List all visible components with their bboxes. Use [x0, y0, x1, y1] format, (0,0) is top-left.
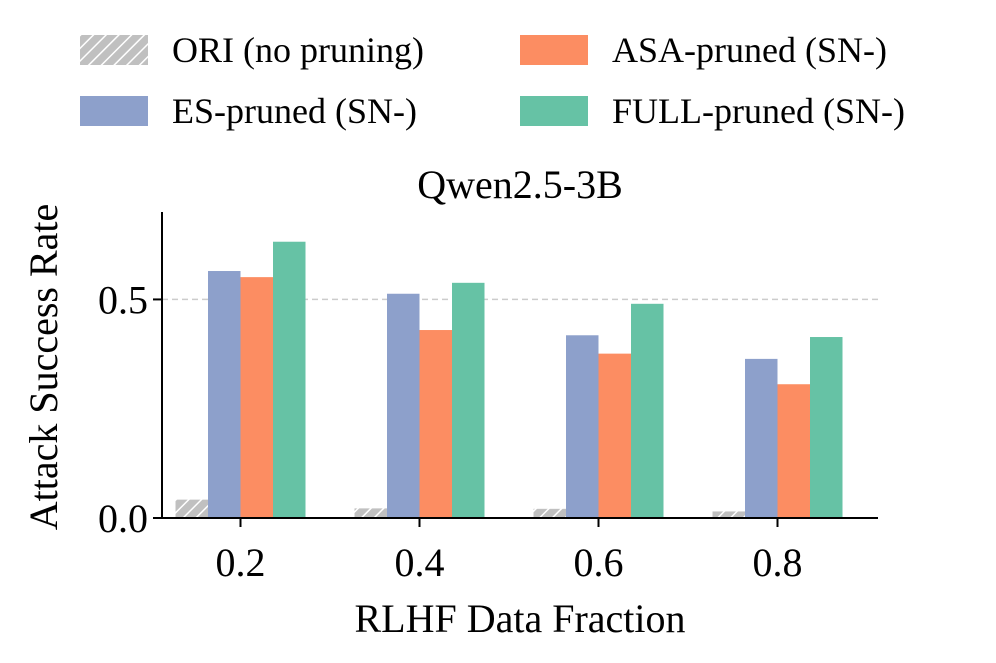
bar-es-0.4: [387, 293, 420, 518]
y-tick-label: 0.0: [98, 496, 148, 541]
bar-full-0.4: [452, 282, 485, 518]
legend-label-ori: ORI (no pruning): [172, 30, 424, 70]
legend-swatch-es: [80, 96, 148, 126]
x-tick-label: 0.6: [574, 540, 624, 585]
bar-asa-0.2: [240, 277, 273, 518]
bar-ori-0.4: [354, 508, 387, 518]
x-ticks: 0.2 0.4 0.6 0.8: [216, 518, 803, 585]
legend-swatch-asa: [520, 35, 588, 65]
legend: ORI (no pruning) ASA-pruned (SN-) ES-pru…: [80, 30, 905, 131]
bar-ori-0.8: [712, 511, 745, 518]
bar-asa-0.4: [419, 330, 452, 518]
bar-asa-0.6: [598, 353, 631, 518]
x-axis-label: RLHF Data Fraction: [354, 596, 685, 641]
bar-ori-0.6: [533, 508, 566, 518]
chart-title: Qwen2.5-3B: [417, 162, 623, 207]
legend-swatch-full: [520, 96, 588, 126]
x-tick-label: 0.4: [395, 540, 445, 585]
bar-full-0.2: [273, 241, 306, 518]
bar-full-0.8: [810, 337, 843, 518]
y-ticks: 0.0 0.5: [98, 277, 162, 541]
legend-label-full: FULL-pruned (SN-): [612, 91, 905, 131]
y-tick-label: 0.5: [98, 277, 148, 322]
bar-asa-0.8: [777, 384, 810, 518]
x-tick-label: 0.8: [753, 540, 803, 585]
legend-swatch-ori: [80, 35, 148, 65]
legend-label-asa: ASA-pruned (SN-): [612, 30, 887, 70]
bar-es-0.2: [208, 271, 241, 518]
bars: [175, 241, 843, 518]
bar-es-0.8: [745, 358, 778, 518]
bar-es-0.6: [566, 335, 599, 518]
bar-full-0.6: [631, 303, 664, 518]
y-axis-label: Attack Success Rate: [21, 204, 66, 531]
legend-label-es: ES-pruned (SN-): [172, 91, 417, 131]
bar-ori-0.2: [175, 499, 208, 518]
x-tick-label: 0.2: [216, 540, 266, 585]
